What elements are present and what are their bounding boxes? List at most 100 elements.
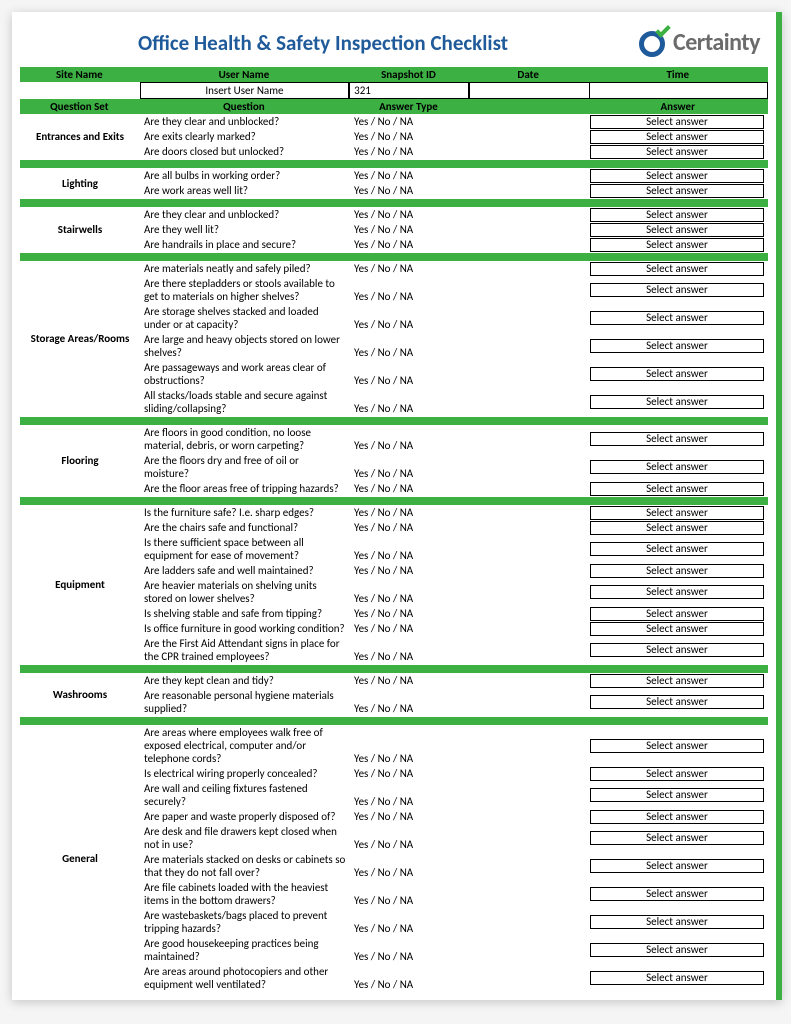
answer-select[interactable]: Select answer — [590, 521, 764, 535]
question-text: Are they kept clean and tidy? — [140, 673, 350, 688]
question-text: Are they clear and unblocked? — [140, 207, 350, 222]
answer-select[interactable]: Select answer — [590, 887, 764, 901]
answer-cell: Select answer — [590, 388, 768, 416]
answer-type: Yes / No / NA — [350, 505, 470, 520]
snapshot-id-input[interactable]: 321 — [349, 82, 469, 99]
answer-select[interactable]: Select answer — [590, 223, 764, 237]
answer-type: Yes / No / NA — [350, 129, 470, 144]
answer-cell: Select answer — [590, 144, 768, 159]
answer-select[interactable]: Select answer — [590, 695, 764, 709]
question-row: All stacks/loads stable and secure again… — [140, 388, 768, 416]
question-text: Are reasonable personal hygiene material… — [140, 688, 350, 716]
question-text: Is there sufficient space between all eq… — [140, 535, 350, 563]
answer-select[interactable]: Select answer — [590, 607, 764, 621]
answer-select[interactable]: Select answer — [590, 643, 764, 657]
question-text: Are passageways and work areas clear of … — [140, 360, 350, 388]
answer-select[interactable]: Select answer — [590, 810, 764, 824]
answer-type: Yes / No / NA — [350, 276, 470, 304]
answer-cell: Select answer — [590, 852, 768, 880]
answer-select[interactable]: Select answer — [590, 739, 764, 753]
answer-select[interactable]: Select answer — [590, 130, 764, 144]
section-divider — [20, 160, 768, 168]
answer-select[interactable]: Select answer — [590, 831, 764, 845]
user-name-input[interactable]: Insert User Name — [140, 82, 349, 99]
question-text: Are handrails in place and secure? — [140, 237, 350, 252]
answer-select[interactable]: Select answer — [590, 674, 764, 688]
question-text: Are work areas well lit? — [140, 183, 350, 198]
answer-select[interactable]: Select answer — [590, 283, 764, 297]
question-text: Are areas around photocopiers and other … — [140, 964, 350, 992]
date-input[interactable] — [469, 82, 589, 99]
answer-select[interactable]: Select answer — [590, 767, 764, 781]
section-divider — [20, 199, 768, 207]
meta-input-row: Insert User Name 321 — [20, 82, 768, 99]
answer-select[interactable]: Select answer — [590, 542, 764, 556]
col-site-name: Site Name — [20, 67, 140, 82]
question-row: Are areas around photocopiers and other … — [140, 964, 768, 992]
question-row: Are areas where employees walk free of e… — [140, 725, 768, 766]
question-section: FlooringAre floors in good condition, no… — [20, 425, 768, 497]
answer-select[interactable]: Select answer — [590, 169, 764, 183]
question-text: Is shelving stable and safe from tipping… — [140, 606, 350, 621]
answer-select[interactable]: Select answer — [590, 506, 764, 520]
question-text: Are heavier materials on shelving units … — [140, 578, 350, 606]
question-row: Are file cabinets loaded with the heavie… — [140, 880, 768, 908]
question-row: Are the floor areas free of tripping haz… — [140, 481, 768, 496]
col-answer-type: Answer Type — [349, 99, 469, 114]
answer-cell: Select answer — [590, 578, 768, 606]
answer-select[interactable]: Select answer — [590, 432, 764, 446]
time-input[interactable] — [589, 82, 769, 99]
answer-select[interactable]: Select answer — [590, 238, 764, 252]
site-name-input[interactable] — [20, 82, 140, 99]
answer-select[interactable]: Select answer — [590, 460, 764, 474]
answer-select[interactable]: Select answer — [590, 367, 764, 381]
answer-select[interactable]: Select answer — [590, 564, 764, 578]
answer-select[interactable]: Select answer — [590, 339, 764, 353]
answer-type: Yes / No / NA — [350, 809, 470, 824]
question-set-label: Entrances and Exits — [20, 114, 140, 159]
answer-select[interactable]: Select answer — [590, 585, 764, 599]
question-body: Are they clear and unblocked?Yes / No / … — [140, 114, 768, 159]
brand-logo: Certainty — [639, 28, 760, 57]
answer-select[interactable]: Select answer — [590, 311, 764, 325]
answer-select[interactable]: Select answer — [590, 971, 764, 985]
question-section: GeneralAre areas where employees walk fr… — [20, 725, 768, 992]
question-row: Are materials neatly and safely piled?Ye… — [140, 261, 768, 276]
answer-select[interactable]: Select answer — [590, 482, 764, 496]
question-row: Are handrails in place and secure?Yes / … — [140, 237, 768, 252]
question-row: Are wall and ceiling fixtures fastened s… — [140, 781, 768, 809]
answer-select[interactable]: Select answer — [590, 788, 764, 802]
answer-select[interactable]: Select answer — [590, 262, 764, 276]
answer-cell: Select answer — [590, 824, 768, 852]
answer-cell: Select answer — [590, 621, 768, 636]
section-divider — [20, 665, 768, 673]
question-row: Are good housekeeping practices being ma… — [140, 936, 768, 964]
answer-type: Yes / No / NA — [350, 908, 470, 936]
answer-select[interactable]: Select answer — [590, 115, 764, 129]
question-set-label: Stairwells — [20, 207, 140, 252]
answer-cell: Select answer — [590, 688, 768, 716]
question-section: EquipmentIs the furniture safe? I.e. sha… — [20, 505, 768, 665]
answer-select[interactable]: Select answer — [590, 859, 764, 873]
question-text: Is office furniture in good working cond… — [140, 621, 350, 636]
answer-select[interactable]: Select answer — [590, 395, 764, 409]
answer-cell: Select answer — [590, 222, 768, 237]
answer-select[interactable]: Select answer — [590, 208, 764, 222]
question-text: Are they well lit? — [140, 222, 350, 237]
section-divider — [20, 497, 768, 505]
answer-select[interactable]: Select answer — [590, 915, 764, 929]
answer-select[interactable]: Select answer — [590, 184, 764, 198]
answer-type: Yes / No / NA — [350, 261, 470, 276]
answer-cell: Select answer — [590, 332, 768, 360]
question-body: Is the furniture safe? I.e. sharp edges?… — [140, 505, 768, 664]
question-row: Are paper and waste properly disposed of… — [140, 809, 768, 824]
answer-cell: Select answer — [590, 781, 768, 809]
question-text: Are the floors dry and free of oil or mo… — [140, 453, 350, 481]
answer-select[interactable]: Select answer — [590, 943, 764, 957]
answer-select[interactable]: Select answer — [590, 622, 764, 636]
question-row: Are desk and file drawers kept closed wh… — [140, 824, 768, 852]
header: Office Health & Safety Inspection Checkl… — [20, 24, 768, 67]
question-set-label: Storage Areas/Rooms — [20, 261, 140, 416]
column-header-row: Question Set Question Answer Type Answer — [20, 99, 768, 114]
answer-select[interactable]: Select answer — [590, 145, 764, 159]
